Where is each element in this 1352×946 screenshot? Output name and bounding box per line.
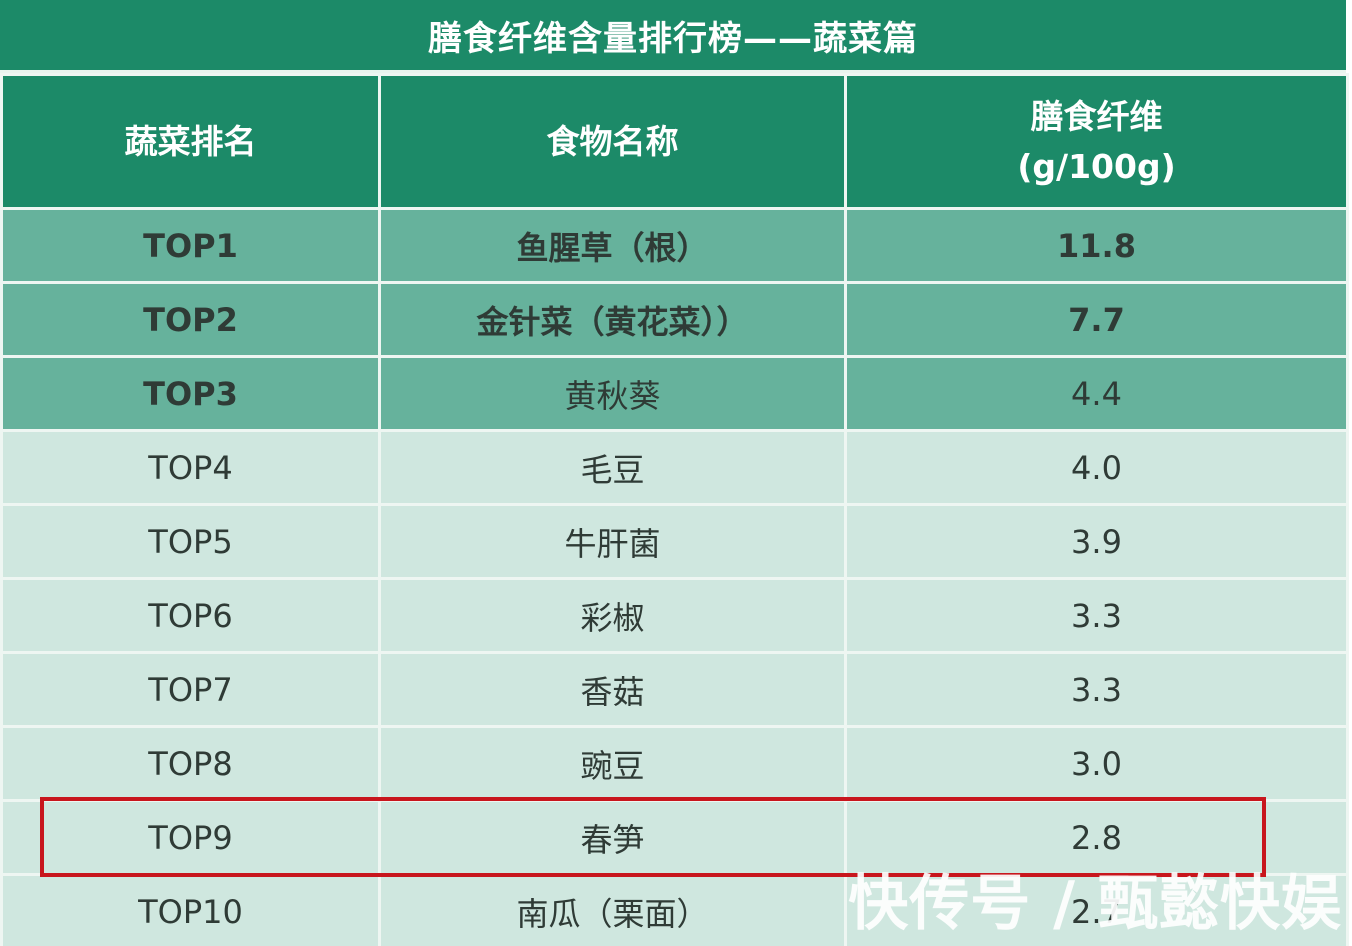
- table-row: TOP1 鱼腥草（根） 11.8: [0, 207, 1349, 284]
- table-row: TOP7 香菇 3.3: [0, 651, 1349, 728]
- fiber-cell: 2.7: [844, 873, 1349, 946]
- rank-cell: TOP2: [0, 281, 381, 358]
- table-row: TOP10 南瓜（栗面） 2.7: [0, 873, 1349, 946]
- fiber-ranking-table: 蔬菜排名 食物名称 膳食纤维 (g/100g) TOP1 鱼腥草（根） 11.8…: [0, 73, 1349, 946]
- rank-cell: TOP8: [0, 725, 381, 802]
- table-row: TOP3 黄秋葵 4.4: [0, 355, 1349, 432]
- rank-cell: TOP3: [0, 355, 381, 432]
- header-fiber-line2: (g/100g): [1017, 146, 1176, 186]
- header-fiber-line1: 膳食纤维: [1030, 96, 1163, 136]
- rank-cell: TOP7: [0, 651, 381, 728]
- food-name-cell: 黄秋葵: [378, 355, 847, 432]
- rank-cell: TOP6: [0, 577, 381, 654]
- table-row: TOP5 牛肝菌 3.9: [0, 503, 1349, 580]
- food-name-cell: 牛肝菌: [378, 503, 847, 580]
- table-row: TOP9 春笋 2.8: [0, 799, 1349, 876]
- table-row: TOP4 毛豆 4.0: [0, 429, 1349, 506]
- food-name-cell: 春笋: [378, 799, 847, 876]
- food-name-cell: 彩椒: [378, 577, 847, 654]
- table-row: TOP2 金针菜（黄花菜）） 7.7: [0, 281, 1349, 358]
- fiber-cell: 3.3: [844, 577, 1349, 654]
- food-name-cell: 豌豆: [378, 725, 847, 802]
- food-name-cell: 毛豆: [378, 429, 847, 506]
- header-name: 食物名称: [378, 73, 847, 210]
- table-row: TOP6 彩椒 3.3: [0, 577, 1349, 654]
- fiber-cell: 2.8: [844, 799, 1349, 876]
- header-row: 蔬菜排名 食物名称 膳食纤维 (g/100g): [0, 73, 1349, 210]
- fiber-cell: 4.0: [844, 429, 1349, 506]
- rank-cell: TOP10: [0, 873, 381, 946]
- rank-cell: TOP1: [0, 207, 381, 284]
- header-fiber: 膳食纤维 (g/100g): [844, 73, 1349, 210]
- fiber-cell: 4.4: [844, 355, 1349, 432]
- rank-cell: TOP4: [0, 429, 381, 506]
- fiber-cell: 11.8: [844, 207, 1349, 284]
- table-row: TOP8 豌豆 3.0: [0, 725, 1349, 802]
- fiber-cell: 3.0: [844, 725, 1349, 802]
- rank-cell: TOP9: [0, 799, 381, 876]
- header-rank: 蔬菜排名: [0, 73, 381, 210]
- food-name-cell: 鱼腥草（根）: [378, 207, 847, 284]
- fiber-cell: 7.7: [844, 281, 1349, 358]
- food-name-cell: 金针菜（黄花菜））: [378, 281, 847, 358]
- rank-cell: TOP5: [0, 503, 381, 580]
- table-title: 膳食纤维含量排行榜——蔬菜篇: [0, 0, 1346, 73]
- food-name-cell: 南瓜（栗面）: [378, 873, 847, 946]
- fiber-cell: 3.9: [844, 503, 1349, 580]
- food-name-cell: 香菇: [378, 651, 847, 728]
- fiber-cell: 3.3: [844, 651, 1349, 728]
